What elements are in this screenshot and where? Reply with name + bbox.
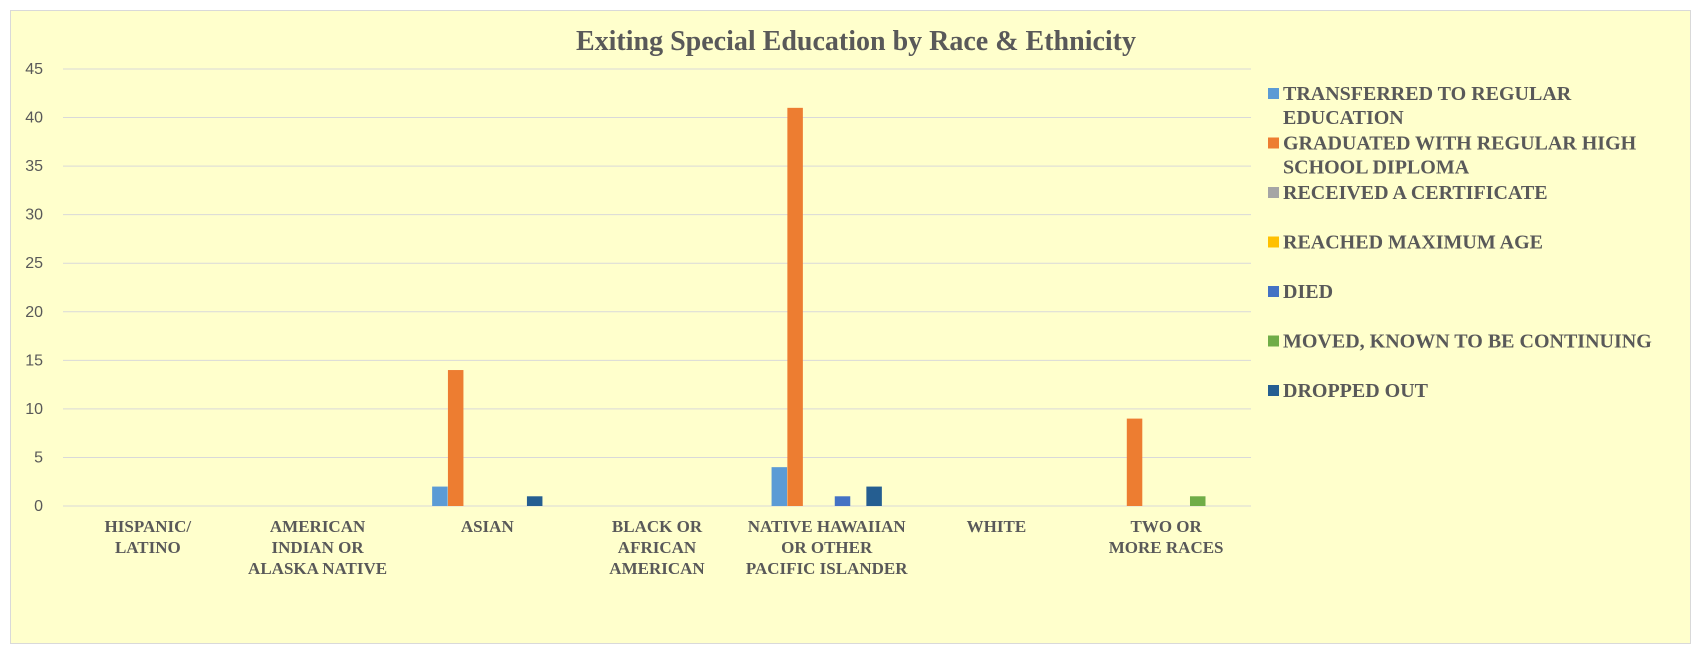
legend-swatch [1268, 187, 1279, 198]
y-tick-label: 30 [25, 207, 43, 224]
bar [526, 496, 543, 506]
bar [866, 486, 882, 506]
bar [447, 370, 464, 506]
bar [1126, 418, 1143, 506]
legend-swatch [1268, 335, 1279, 347]
legend-swatch [1268, 286, 1279, 297]
gridlines: 0 5 10 15 20 25 30 35 40 45 [25, 61, 1251, 515]
legend-label: RECEIVED A CERTIFICATE [1283, 182, 1548, 204]
legend-label: DROPPED OUT [1283, 380, 1429, 402]
x-tick-label: AMERICAN INDIAN OR ALASKA NATIVE [248, 517, 387, 578]
bar [1189, 496, 1206, 506]
x-tick-label: BLACK OR AFRICAN AMERICAN [609, 517, 705, 578]
y-tick-label: 15 [25, 352, 43, 369]
y-tick-label: 45 [25, 61, 43, 78]
chart-area: Exiting Special Education by Race & Ethn… [10, 10, 1691, 644]
bar [834, 496, 851, 506]
legend-label: GRADUATED WITH REGULAR HIGH SCHOOL DIPLOM… [1283, 133, 1637, 179]
legend-swatch [1268, 88, 1279, 99]
bar [787, 107, 803, 506]
legend-swatch [1268, 236, 1279, 248]
chart-svg: Exiting Special Education by Race & Ethn… [25, 26, 1652, 578]
chart-title: Exiting Special Education by Race & Ethn… [576, 26, 1136, 57]
legend-swatch [1268, 137, 1279, 149]
x-tick-label: HISPANIC/LATINO [105, 517, 192, 557]
legend-swatch [1268, 385, 1279, 396]
x-tick-label: NATIVE HAWAIIAN OR OTHER PACIFIC ISLANDER [746, 517, 908, 578]
x-tick-label: ASIAN [461, 517, 515, 536]
bar [432, 486, 448, 506]
legend-label: MOVED, KNOWN TO BE CONTINUING [1283, 331, 1652, 353]
legend-label: TRANSFERRED TO REGULAR EDUCATION [1283, 83, 1572, 129]
legend-label: DIED [1283, 281, 1333, 303]
x-tick-labels: HISPANIC/LATINO AMERICAN INDIAN OR ALASKA N… [105, 517, 1224, 578]
y-tick-label: 10 [25, 401, 43, 418]
x-tick-label: WHITE [967, 517, 1027, 536]
legend: TRANSFERRED TO REGULAR EDUCATIONGRADUATED… [1268, 83, 1652, 402]
bars [432, 107, 1206, 506]
y-tick-label: 0 [34, 498, 43, 515]
y-tick-label: 20 [25, 304, 43, 321]
y-tick-label: 5 [34, 449, 43, 466]
y-tick-label: 40 [25, 110, 43, 127]
x-tick-label: TWO OR MORE RACES [1109, 517, 1224, 557]
legend-label: REACHED MAXIMUM AGE [1283, 232, 1543, 254]
y-tick-label: 35 [25, 158, 43, 175]
y-tick-label: 25 [25, 255, 43, 272]
bar [771, 467, 788, 506]
